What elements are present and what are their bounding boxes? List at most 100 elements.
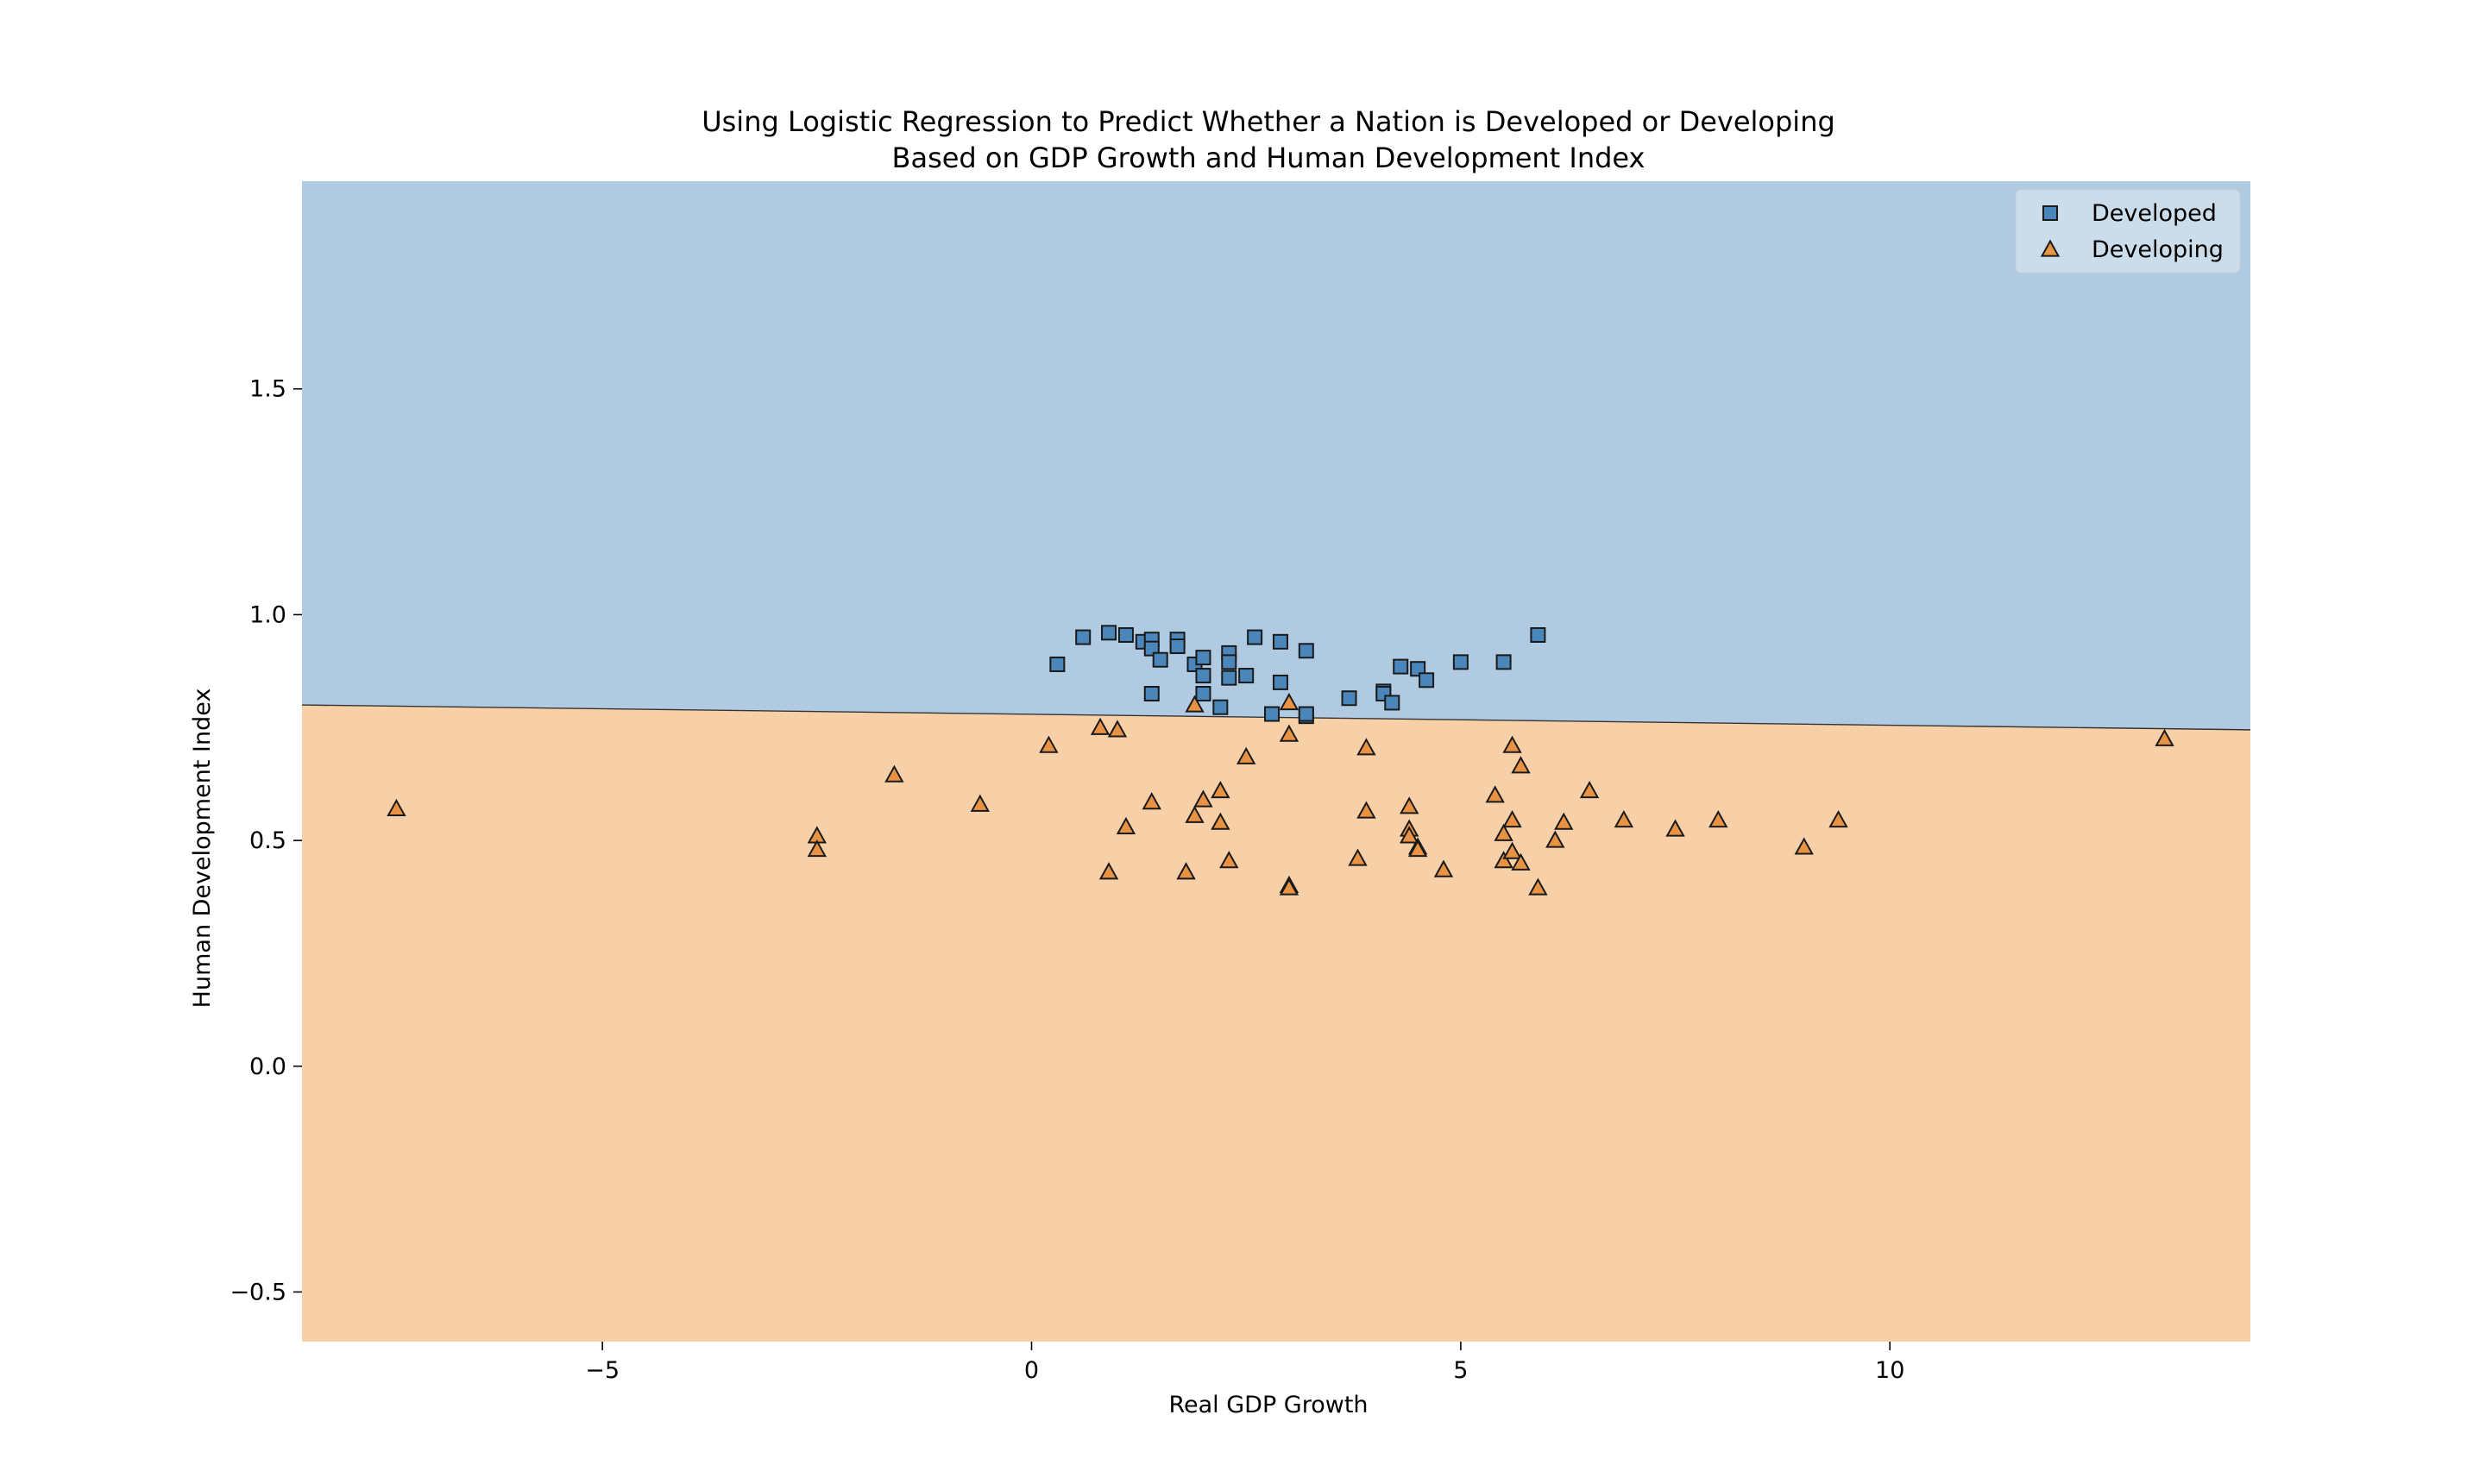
- data-point-developing-22: [1279, 877, 1299, 896]
- data-point-developing-35: [1502, 735, 1522, 753]
- data-point-developing-14: [1193, 789, 1213, 808]
- data-point-developed-31: [1393, 658, 1409, 675]
- data-point-developing-12: [1185, 695, 1205, 713]
- region-developing: [302, 705, 2250, 1342]
- data-point-developing-43: [1579, 780, 1600, 799]
- data-point-developed-14: [1221, 654, 1237, 670]
- data-point-developed-9: [1169, 638, 1186, 655]
- legend: Developed Developing: [2015, 189, 2241, 274]
- y-axis: −0.5 0.0 0.5 1.0 1.5: [230, 376, 302, 1305]
- data-point-developed-23: [1264, 706, 1281, 722]
- data-point-developing-6: [1090, 717, 1111, 735]
- data-point-developing-17: [1219, 851, 1239, 869]
- data-point-developed-0: [1049, 656, 1066, 672]
- data-point-developed-18: [1272, 633, 1288, 650]
- data-point-developing-13: [1185, 805, 1205, 823]
- data-point-developing-42: [1554, 812, 1574, 830]
- x-tick-label-1: 0: [1024, 1357, 1039, 1384]
- data-point-developed-34: [1452, 654, 1469, 670]
- data-point-developed-32: [1410, 661, 1426, 677]
- data-point-developed-24: [1272, 674, 1288, 690]
- data-point-developing-37: [1502, 841, 1522, 859]
- y-tick-label-2: 0.5: [249, 827, 286, 854]
- data-point-developing-0: [387, 798, 406, 817]
- x-tick-label-0: −5: [585, 1357, 620, 1384]
- data-point-developed-1: [1075, 629, 1092, 645]
- y-tick-label-1: 0.0: [249, 1053, 286, 1080]
- data-point-developing-20: [1279, 724, 1299, 742]
- data-point-developing-40: [1528, 877, 1548, 896]
- data-point-developing-44: [1614, 809, 1634, 828]
- data-point-developing-8: [1107, 720, 1128, 738]
- series-developed: [1049, 625, 1546, 725]
- data-point-developing-11: [1176, 862, 1196, 880]
- data-point-developing-3: [884, 764, 904, 783]
- data-point-developing-26: [1399, 796, 1419, 814]
- data-point-developed-16: [1238, 668, 1255, 684]
- data-point-developed-6: [1143, 640, 1160, 657]
- data-point-developing-4: [970, 794, 991, 812]
- data-point-developing-16: [1211, 812, 1230, 830]
- y-axis-label: Human Development Index: [189, 689, 216, 1009]
- legend-label-developing: Developing: [2092, 236, 2224, 263]
- data-point-developing-41: [1545, 830, 1565, 848]
- data-point-developed-17: [1247, 629, 1263, 645]
- data-point-developing-9: [1116, 816, 1136, 834]
- data-point-developing-36: [1502, 809, 1522, 828]
- data-point-developing-32: [1485, 785, 1505, 803]
- legend-marker-developed: [2042, 205, 2058, 221]
- data-point-developed-7: [1152, 651, 1168, 668]
- x-axis: −5 0 5 10: [585, 1342, 1904, 1384]
- data-point-developed-22: [1212, 699, 1229, 715]
- plot-area: [301, 181, 2251, 1342]
- data-point-developing-30: [1407, 839, 1428, 858]
- data-point-developing-31: [1433, 859, 1454, 877]
- data-point-developed-27: [1341, 690, 1357, 707]
- data-point-developing-46: [1708, 809, 1728, 828]
- series-developing: [387, 692, 2174, 896]
- data-point-developed-21: [1195, 685, 1211, 701]
- data-point-developed-11: [1195, 650, 1211, 666]
- legend-box: [2015, 189, 2241, 274]
- data-point-developed-36: [1530, 626, 1546, 643]
- data-point-developing-28: [1399, 826, 1419, 844]
- data-point-developing-10: [1142, 792, 1161, 810]
- legend-label-developed: Developed: [2092, 200, 2217, 227]
- data-point-developed-2: [1101, 625, 1117, 641]
- y-tick-label-4: 1.5: [249, 376, 286, 403]
- data-point-developing-47: [1794, 837, 1814, 855]
- chart-title-line-2: Based on GDP Growth and Human Developmen…: [892, 141, 1646, 174]
- data-point-developing-38: [1511, 756, 1531, 774]
- data-point-developed-20: [1143, 685, 1160, 701]
- data-point-developed-12: [1195, 668, 1211, 684]
- data-point-developing-45: [1665, 819, 1685, 837]
- data-point-developing-48: [1828, 809, 1848, 828]
- data-point-developed-35: [1495, 654, 1512, 670]
- data-point-developing-34: [1494, 851, 1513, 869]
- data-point-developing-33: [1494, 823, 1513, 841]
- data-point-developing-24: [1356, 738, 1376, 756]
- data-point-developing-7: [1098, 862, 1119, 880]
- data-point-developing-5: [1039, 735, 1059, 753]
- y-tick-label-0: −0.5: [230, 1279, 286, 1305]
- data-point-developed-3: [1117, 626, 1134, 643]
- data-point-developed-19: [1298, 643, 1314, 659]
- data-point-developing-49: [2155, 728, 2174, 746]
- data-point-developing-25: [1356, 801, 1376, 819]
- chart-title: Using Logistic Regression to Predict Whe…: [702, 105, 1835, 174]
- x-tick-label-3: 10: [1875, 1357, 1904, 1384]
- y-tick-label-3: 1.0: [249, 601, 286, 628]
- data-point-developed-26: [1298, 706, 1314, 722]
- data-point-developed-15: [1221, 670, 1237, 686]
- data-point-developing-18: [1236, 746, 1256, 764]
- data-point-developing-23: [1348, 848, 1368, 866]
- data-point-developing-2: [807, 839, 827, 858]
- legend-marker-developing: [2040, 239, 2061, 257]
- data-point-developed-30: [1384, 695, 1400, 711]
- x-axis-label: Real GDP Growth: [1168, 1392, 1368, 1418]
- x-tick-label-2: 5: [1453, 1357, 1468, 1384]
- chart-title-line-1: Using Logistic Regression to Predict Whe…: [702, 105, 1835, 138]
- data-point-developing-39: [1511, 852, 1531, 871]
- data-point-developing-19: [1279, 692, 1299, 711]
